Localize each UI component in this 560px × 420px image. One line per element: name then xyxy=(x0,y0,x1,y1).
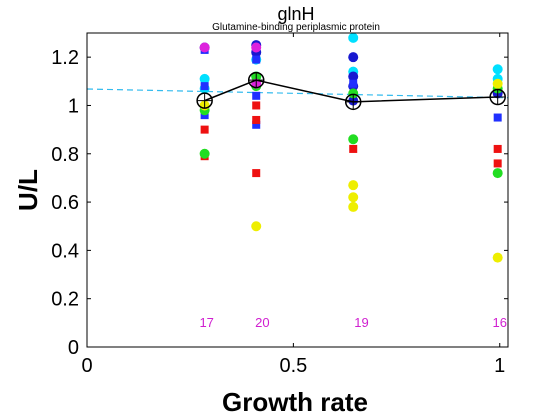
data-point-circle xyxy=(199,73,210,84)
mean-marker-circle xyxy=(247,71,265,89)
y-tick-label: 0.2 xyxy=(51,289,79,311)
data-point-circle xyxy=(348,52,359,63)
y-tick-label: 0 xyxy=(68,337,79,359)
mean-marker-circle xyxy=(489,88,506,106)
data-point-circle xyxy=(492,64,503,75)
data-point-circle xyxy=(251,42,262,53)
data-point-square xyxy=(200,125,209,134)
data-point-square xyxy=(252,91,261,100)
x-axis-label: Growth rate xyxy=(222,387,368,417)
chart-subtitle: Glutamine-binding periplasmic protein xyxy=(212,22,380,33)
data-point-circle xyxy=(251,221,262,232)
data-point-square xyxy=(349,144,358,153)
mean-line xyxy=(204,79,498,103)
data-point-circle xyxy=(199,42,210,53)
data-point-circle xyxy=(348,32,359,43)
data-point-circle xyxy=(348,180,359,191)
data-point-square xyxy=(349,79,358,88)
sample-count-label: 20 xyxy=(255,315,269,330)
data-point-square xyxy=(493,144,502,153)
fit-line xyxy=(86,88,509,99)
mean-marker-circle xyxy=(344,93,362,111)
chart-title: glnH xyxy=(277,4,314,24)
data-point-circle xyxy=(492,78,503,89)
data-point-circle xyxy=(492,168,503,179)
y-axis-label: U/L xyxy=(13,169,43,211)
sample-count-layer: 17 20 19 16 xyxy=(199,315,507,330)
mean-line-layer xyxy=(196,71,506,111)
data-point-square xyxy=(493,159,502,168)
data-point-circle xyxy=(348,192,359,203)
fit-line-layer xyxy=(86,88,509,99)
data-point-circle xyxy=(348,134,359,145)
data-point-circle xyxy=(199,148,210,159)
plot-frame xyxy=(86,32,509,348)
y-tick-label: 0.8 xyxy=(51,144,79,166)
data-point-circle xyxy=(348,71,359,82)
data-point-square xyxy=(252,115,261,124)
y-tick-label: 1.2 xyxy=(51,47,79,69)
data-point-circle xyxy=(492,252,503,263)
sample-count-label: 17 xyxy=(199,315,213,330)
data-points-layer xyxy=(199,32,503,263)
data-point-square xyxy=(252,55,261,64)
data-point-circle xyxy=(348,88,359,99)
data-point-square xyxy=(493,113,502,122)
mean-marker-circle xyxy=(196,92,213,109)
x-tick-label: 0 xyxy=(81,355,92,377)
data-point-circle xyxy=(348,201,359,212)
data-point-square xyxy=(252,120,261,129)
y-tick-label: 0.6 xyxy=(51,192,79,214)
axes-layer: 0 0.5 1 0 0.2 0.4 0.6 0.8 1 1.2 xyxy=(51,33,508,377)
x-tick-label: 1 xyxy=(494,355,505,377)
sample-count-label: 16 xyxy=(493,315,507,330)
data-point-square xyxy=(252,169,261,178)
sample-count-label: 19 xyxy=(354,315,368,330)
data-point-square xyxy=(200,82,209,91)
data-point-square xyxy=(252,101,261,110)
x-tick-label: 0.5 xyxy=(279,355,307,377)
y-tick-label: 0.4 xyxy=(51,240,79,262)
y-tick-label: 1 xyxy=(68,95,79,117)
